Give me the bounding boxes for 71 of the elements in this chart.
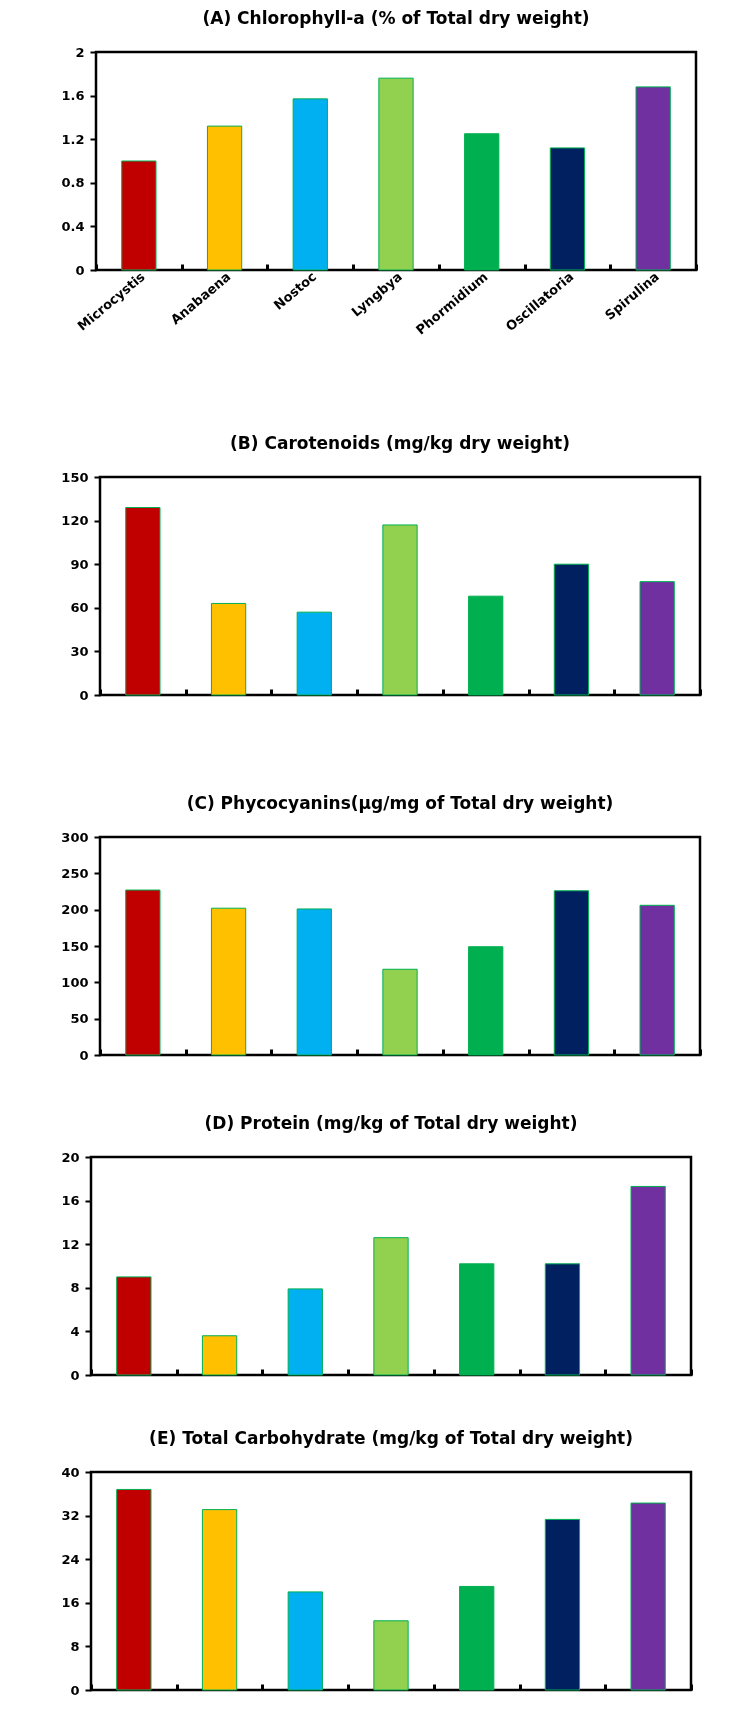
bar [639, 904, 675, 1056]
y-tick-label: 1.6 [61, 88, 85, 104]
y-tick-label: 8 [70, 1280, 80, 1296]
y-tick-label: 250 [61, 865, 89, 881]
y-tick-label: 0.4 [61, 218, 85, 234]
chart-title: (C) Phycocyanins(µg/mg of Total dry weight) [186, 793, 614, 813]
bar [553, 563, 590, 696]
y-tick-label: 0 [75, 262, 85, 278]
bar [459, 1263, 495, 1376]
y-tick-label: 30 [70, 643, 89, 659]
bar [544, 1518, 581, 1691]
bar [553, 890, 590, 1056]
y-tick-label: 60 [70, 600, 89, 616]
bar [201, 1335, 238, 1376]
bar [287, 1288, 323, 1376]
chart-title: (B) Carotenoids (mg/kg dry weight) [230, 433, 570, 453]
y-tick-label: 0.8 [61, 175, 85, 191]
y-tick-label: 0 [79, 1047, 89, 1063]
bar [382, 968, 418, 1056]
bar [382, 524, 418, 696]
y-tick-label: 12 [61, 1236, 80, 1252]
y-tick-label: 16 [61, 1595, 80, 1611]
y-tick-label: 8 [70, 1638, 80, 1654]
y-tick-label: 100 [61, 974, 89, 990]
y-tick-label: 0 [70, 1367, 80, 1383]
y-tick-label: 0 [79, 687, 89, 703]
bar [630, 1502, 666, 1691]
bar [296, 908, 332, 1056]
y-tick-label: 90 [70, 556, 89, 572]
bar [544, 1263, 581, 1376]
y-tick-label: 50 [70, 1011, 89, 1027]
bar [125, 507, 161, 696]
y-tick-label: 4 [70, 1323, 80, 1339]
y-tick-label: 120 [61, 513, 89, 529]
bar [468, 946, 504, 1056]
y-tick-label: 200 [61, 902, 89, 918]
bar [116, 1276, 152, 1376]
bar [210, 602, 247, 696]
bar [287, 1591, 323, 1691]
y-tick-label: 1.2 [61, 131, 85, 147]
bar [296, 611, 332, 696]
bar [116, 1488, 152, 1691]
y-tick-label: 150 [61, 938, 89, 954]
bar [549, 147, 586, 271]
bar [210, 907, 247, 1056]
bar [373, 1237, 409, 1376]
bar [201, 1509, 238, 1691]
bar [459, 1585, 495, 1691]
bar [121, 160, 157, 271]
bar [206, 125, 243, 271]
y-tick-label: 150 [61, 469, 89, 485]
bar [635, 86, 671, 271]
bar [468, 595, 504, 696]
bar [464, 133, 500, 271]
bar [630, 1185, 666, 1376]
bar [125, 889, 161, 1056]
chart-title: (A) Chlorophyll-a (% of Total dry weight) [202, 8, 590, 28]
chart-title: (E) Total Carbohydrate (mg/kg of Total dry weight) [149, 1428, 633, 1448]
bar [378, 77, 414, 271]
y-tick-label: 2 [75, 44, 85, 60]
y-tick-label: 0 [70, 1682, 80, 1698]
y-tick-label: 24 [61, 1551, 80, 1567]
y-tick-label: 16 [61, 1193, 80, 1209]
y-tick-label: 300 [61, 829, 89, 845]
bar [639, 581, 675, 696]
chart-title: (D) Protein (mg/kg of Total dry weight) [204, 1113, 578, 1133]
y-tick-label: 32 [61, 1508, 80, 1524]
y-tick-label: 40 [61, 1464, 80, 1480]
y-tick-label: 20 [61, 1149, 80, 1165]
bar [373, 1620, 409, 1691]
bar [292, 98, 328, 271]
